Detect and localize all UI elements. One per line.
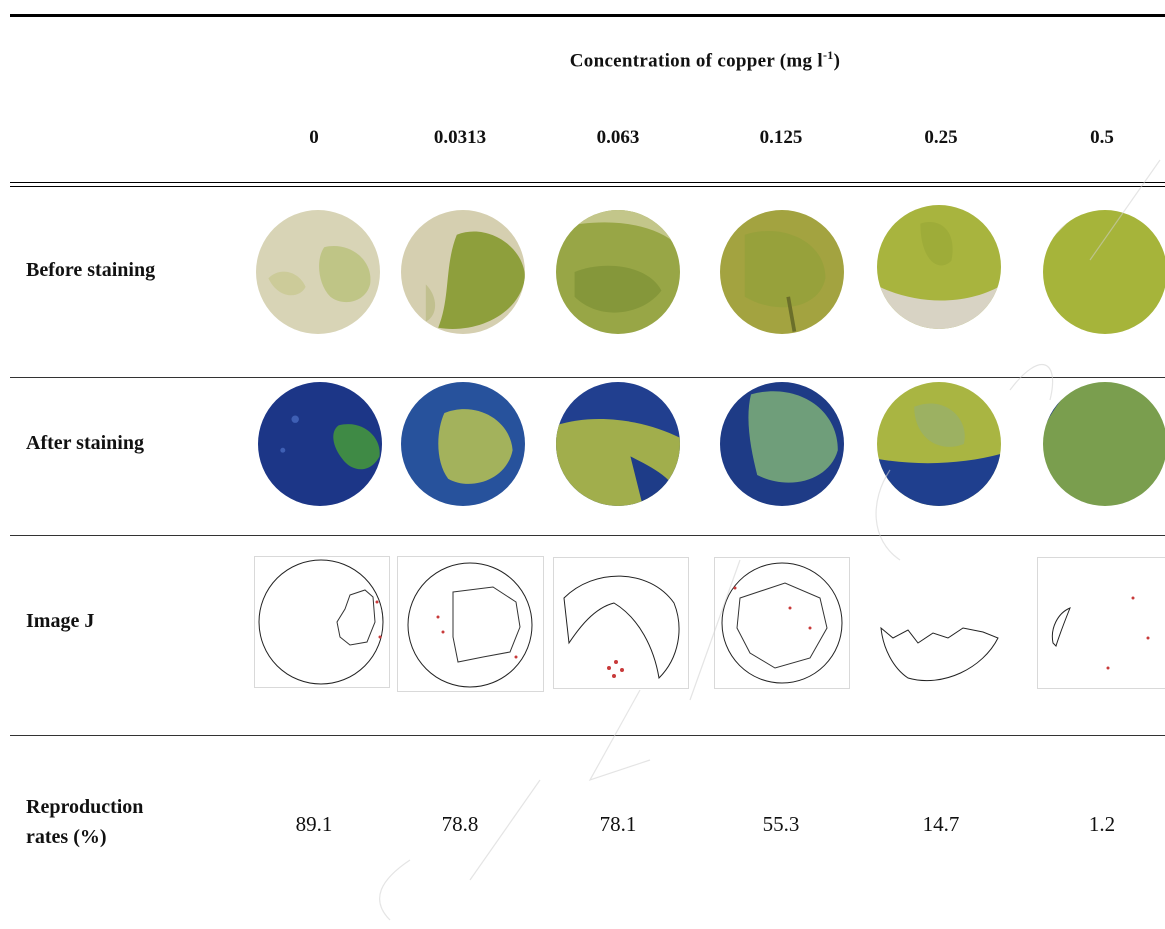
column-header-3: 0.125 xyxy=(759,127,803,148)
column-header-1: 0.0313 xyxy=(433,127,487,148)
column-header-0: 0 xyxy=(309,127,319,148)
before-staining-disc-0 xyxy=(256,210,380,334)
reproduction-rate-0: 89.1 xyxy=(295,812,333,836)
header-double-rule-2 xyxy=(10,186,1165,187)
before-staining-disc-5 xyxy=(1043,210,1165,334)
before-staining-disc-4 xyxy=(877,205,1001,329)
row-divider-2 xyxy=(10,535,1165,536)
column-header-4: 0.25 xyxy=(924,127,958,148)
after-staining-disc-0 xyxy=(258,382,382,506)
column-header-5: 0.5 xyxy=(1090,127,1114,148)
imagej-outline-3 xyxy=(714,557,850,689)
table-top-rule xyxy=(10,14,1165,17)
after-staining-disc-4 xyxy=(877,382,1001,506)
row-label-reproduction-rates: Reproduction rates (%) xyxy=(26,796,144,848)
reproduction-rate-2: 78.1 xyxy=(599,812,637,836)
before-staining-disc-3 xyxy=(720,210,844,334)
reproduction-rate-1: 78.8 xyxy=(441,812,479,836)
imagej-outline-0 xyxy=(254,556,390,688)
imagej-outline-5 xyxy=(1037,557,1165,689)
reproduction-rate-3: 55.3 xyxy=(762,812,800,836)
row-divider-3 xyxy=(10,735,1165,736)
column-header-2: 0.063 xyxy=(596,127,640,148)
before-staining-disc-2 xyxy=(556,210,680,334)
row-divider-1 xyxy=(10,377,1165,378)
imagej-outline-4 xyxy=(872,557,1008,689)
after-staining-disc-1 xyxy=(401,382,525,506)
before-staining-disc-1 xyxy=(401,210,525,334)
header-double-rule-1 xyxy=(10,182,1165,183)
row-label-image-j: Image J xyxy=(26,610,95,632)
table-header-title: Concentration of copper (mg l-1) xyxy=(569,48,841,72)
row-label-before-staining: Before staining xyxy=(26,259,156,281)
after-staining-disc-2 xyxy=(556,382,680,506)
after-staining-disc-5 xyxy=(1043,382,1165,506)
imagej-outline-2 xyxy=(553,557,689,689)
after-staining-disc-3 xyxy=(720,382,844,506)
reproduction-rate-4: 14.7 xyxy=(922,812,960,836)
imagej-outline-1 xyxy=(397,556,544,692)
row-label-after-staining: After staining xyxy=(26,432,144,454)
reproduction-rate-5: 1.2 xyxy=(1088,812,1116,836)
